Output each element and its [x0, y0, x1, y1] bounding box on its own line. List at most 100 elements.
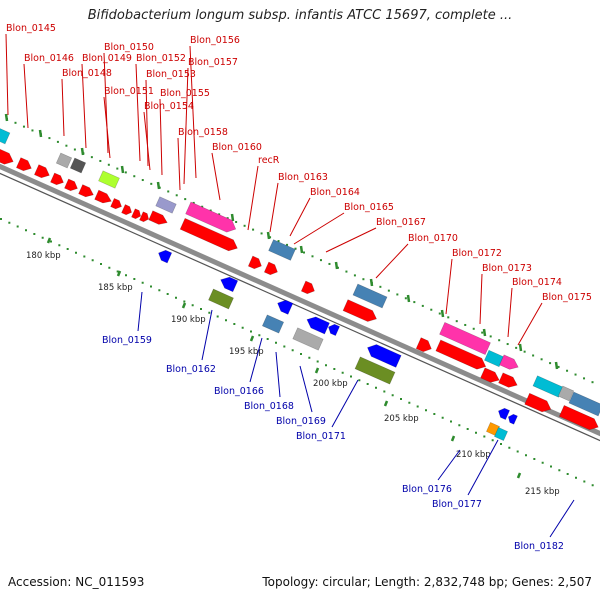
gene-label: Blon_0148	[62, 68, 112, 79]
upper-dot	[133, 175, 136, 178]
gene-label: Blon_0163	[278, 172, 328, 183]
gene-feature	[261, 314, 285, 334]
upper-dot	[421, 304, 424, 307]
scale-tick-label: 195 kbp	[229, 347, 264, 357]
label-leader-line	[375, 243, 409, 279]
gene-feature	[507, 413, 518, 425]
lower-dot	[200, 308, 202, 310]
gene-label: Blon_0168	[244, 401, 294, 412]
gene-label: Blon_0154	[144, 101, 194, 112]
lower-dot	[225, 319, 227, 322]
gene-label: Blon_0158	[178, 127, 228, 138]
gene-label: Blon_0155	[160, 88, 210, 99]
gene-label: Blon_0162	[166, 364, 216, 375]
lower-dot	[550, 465, 552, 468]
gene-feature	[494, 427, 508, 441]
gene-label: Blon_0170	[408, 233, 458, 244]
gene-feature	[367, 344, 402, 368]
lower-dot	[41, 236, 44, 239]
upper-dot	[523, 350, 526, 353]
lower-dot	[141, 281, 144, 284]
gene-label: Blon_0173	[482, 263, 532, 274]
topology-text: Topology: circular; Length: 2,832,748 bp…	[262, 575, 592, 589]
lower-dot	[100, 263, 102, 265]
lower-dot	[125, 274, 127, 277]
gene-feature	[139, 211, 150, 223]
gene-feature	[263, 261, 278, 276]
label-leader-line	[5, 33, 9, 116]
label-leader-line	[201, 309, 213, 361]
gene-feature	[532, 375, 564, 398]
backbone-inner-line	[0, 172, 600, 442]
upper-dot	[345, 270, 348, 273]
lower-dot	[500, 443, 502, 445]
lower-dot	[166, 293, 169, 295]
gene-feature	[220, 276, 239, 293]
lower-dot	[0, 218, 2, 220]
upper-dot	[22, 125, 25, 128]
genome-backbone	[0, 163, 600, 442]
scale-tick	[80, 147, 85, 156]
scale-tick	[334, 261, 339, 270]
upper-dot	[269, 236, 272, 239]
lower-dot	[508, 446, 511, 449]
gene-feature	[64, 178, 78, 192]
lower-dot	[433, 413, 436, 415]
upper-dot	[557, 365, 560, 368]
gene-feature	[0, 148, 14, 165]
lower-dot	[316, 360, 319, 363]
upper-dot	[319, 259, 322, 262]
accession-text: Accession: NC_011593	[8, 575, 145, 589]
upper-dot	[574, 373, 577, 376]
gene-feature	[328, 323, 340, 336]
lower-dot	[375, 386, 377, 389]
lower-dot	[450, 420, 452, 423]
lower-dot	[308, 356, 311, 359]
upper-dot	[107, 163, 110, 166]
label-leader-line	[299, 365, 313, 413]
scale-tick	[314, 367, 320, 374]
lower-dot	[350, 375, 352, 378]
gene-label: Blon_0152	[136, 53, 186, 64]
upper-dot	[532, 354, 535, 357]
lower-dot	[66, 248, 69, 250]
upper-dot	[150, 182, 153, 185]
gene-feature	[78, 184, 94, 198]
upper-dot	[438, 312, 441, 315]
lower-dot	[158, 289, 161, 292]
upper-dot	[591, 381, 594, 384]
gene-label: Blon_0176	[402, 484, 452, 495]
upper-dot	[65, 144, 68, 147]
gene-feature	[50, 172, 64, 186]
gene-label: Blon_0153	[146, 69, 196, 80]
lower-dot	[475, 431, 477, 434]
lower-dot	[58, 244, 61, 247]
gene-label: Blon_0160	[212, 142, 262, 153]
gene-label: Blon_0164	[310, 187, 360, 198]
label-leader-line	[103, 96, 111, 159]
upper-dot	[48, 137, 51, 140]
scale-tick	[116, 270, 122, 277]
gene-labels-layer: Blon_0145Blon_0146Blon_0148Blon_0149Blon…	[6, 23, 592, 552]
lower-dot	[183, 300, 186, 303]
gene-label: Blon_0166	[214, 386, 264, 397]
label-leader-line	[23, 63, 29, 129]
upper-dot	[455, 320, 458, 323]
gene-label: Blon_0156	[190, 35, 240, 46]
gene-label: Blon_0159	[102, 335, 152, 346]
label-leader-line	[275, 351, 281, 398]
upper-dot	[447, 316, 450, 319]
gene-feature	[155, 196, 177, 214]
gene-feature	[439, 321, 491, 356]
map-title: Bifidobacterium longum subsp. infantis A…	[87, 8, 513, 23]
lower-dot	[441, 416, 444, 419]
label-leader-line	[293, 212, 345, 245]
upper-dot	[243, 224, 246, 227]
gene-feature	[69, 157, 87, 174]
lower-dot	[466, 428, 469, 430]
upper-dot	[498, 339, 501, 342]
scale-tick	[120, 165, 125, 174]
backbone-line	[0, 163, 600, 437]
scale-tick	[518, 343, 523, 352]
